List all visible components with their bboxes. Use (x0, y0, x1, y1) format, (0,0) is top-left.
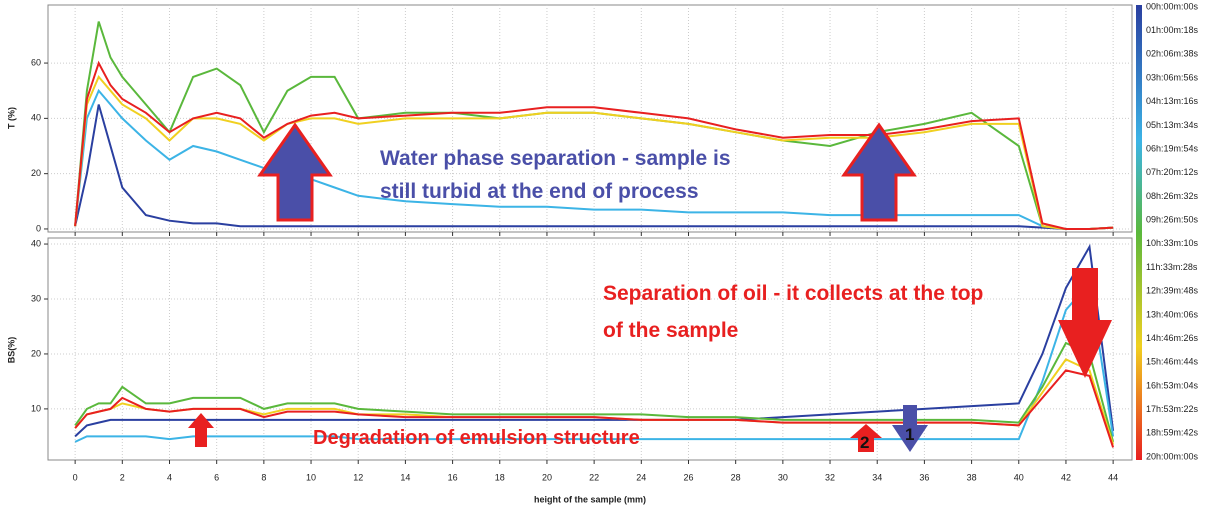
x-axis-label: height of the sample (mm) (534, 494, 646, 504)
data-line (74, 341, 1115, 443)
colorbar-label: 03h:06m:56s (1146, 72, 1199, 82)
data-line (74, 280, 1115, 443)
x-tick-label: 34 (872, 472, 882, 482)
x-tick-label: 26 (683, 472, 693, 482)
x-tick-label: 2 (120, 472, 125, 482)
x-tick-label: 20 (542, 472, 552, 482)
y-tick-label: 30 (31, 293, 41, 303)
colorbar-label: 05h:13m:34s (1146, 120, 1199, 130)
data-line (74, 104, 1114, 230)
y-tick-label: 40 (31, 113, 41, 123)
colorbar-label: 12h:39m:48s (1146, 286, 1199, 296)
data-line (74, 369, 1115, 448)
annotation: 2 (860, 433, 869, 452)
y-axis-label: T (%) (6, 107, 16, 129)
x-tick-label: 42 (1061, 472, 1071, 482)
x-tick-label: 36 (919, 472, 929, 482)
colorbar-label: 04h:13m:16s (1146, 96, 1199, 106)
colorbar-label: 01h:00m:18s (1146, 25, 1199, 35)
annotation: Separation of oil - it collects at the t… (603, 282, 983, 305)
x-tick-label: 8 (261, 472, 266, 482)
colorbar-label: 14h:46m:26s (1146, 333, 1199, 343)
x-tick-label: 44 (1108, 472, 1118, 482)
x-tick-label: 10 (306, 472, 316, 482)
colorbar (1136, 5, 1142, 460)
y-tick-label: 10 (31, 403, 41, 413)
colorbar-label: 02h:06m:38s (1146, 49, 1199, 59)
x-tick-label: 16 (448, 472, 458, 482)
y-tick-label: 0 (36, 223, 41, 233)
y-tick-label: 40 (31, 238, 41, 248)
colorbar-label: 08h:26m:32s (1146, 191, 1199, 201)
arrows (188, 122, 1112, 452)
annotation: Degradation of emulsion structure (313, 427, 640, 449)
x-tick-label: 28 (731, 472, 741, 482)
x-tick-label: 24 (636, 472, 646, 482)
annotation: still turbid at the end of process (380, 180, 699, 203)
y-tick-label: 60 (31, 57, 41, 67)
x-tick-label: 22 (589, 472, 599, 482)
data-line (74, 88, 1114, 230)
colorbar-label: 07h:20m:12s (1146, 167, 1199, 177)
colorbar-label: 09h:26m:50s (1146, 215, 1199, 225)
annotation: Water phase separation - sample is (380, 147, 731, 170)
data-line (74, 60, 1114, 230)
y-axis-label: BS(%) (6, 337, 16, 364)
x-tick-label: 30 (778, 472, 788, 482)
y-tick-label: 20 (31, 168, 41, 178)
x-tick-label: 12 (353, 472, 363, 482)
colorbar-label: 06h:19m:54s (1146, 143, 1199, 153)
data-line (74, 75, 1114, 230)
x-tick-label: 32 (825, 472, 835, 482)
x-tick-label: 0 (73, 472, 78, 482)
colorbar-label: 17h:53m:22s (1146, 404, 1199, 414)
x-tick-label: 18 (495, 472, 505, 482)
colorbar-label: 10h:33m:10s (1146, 238, 1199, 248)
colorbar-label: 15h:46m:44s (1146, 357, 1199, 367)
data-line (74, 243, 1115, 438)
colorbar-label: 00h:00m:00s (1146, 1, 1199, 11)
x-tick-label: 40 (1014, 472, 1024, 482)
annotation: 1 (905, 425, 914, 444)
colorbar-label: 18h:59m:42s (1146, 428, 1199, 438)
x-tick-label: 4 (167, 472, 172, 482)
x-tick-label: 38 (967, 472, 977, 482)
colorbar-label: 11h:33m:28s (1146, 262, 1198, 272)
y-tick-label: 20 (31, 348, 41, 358)
x-tick-label: 6 (214, 472, 219, 482)
x-tick-label: 14 (400, 472, 410, 482)
colorbar-label: 20h:00m:00s (1146, 451, 1199, 461)
annotation: of the sample (603, 319, 738, 342)
colorbar-label: 13h:40m:06s (1146, 309, 1199, 319)
colorbar-label: 16h:53m:04s (1146, 380, 1199, 390)
